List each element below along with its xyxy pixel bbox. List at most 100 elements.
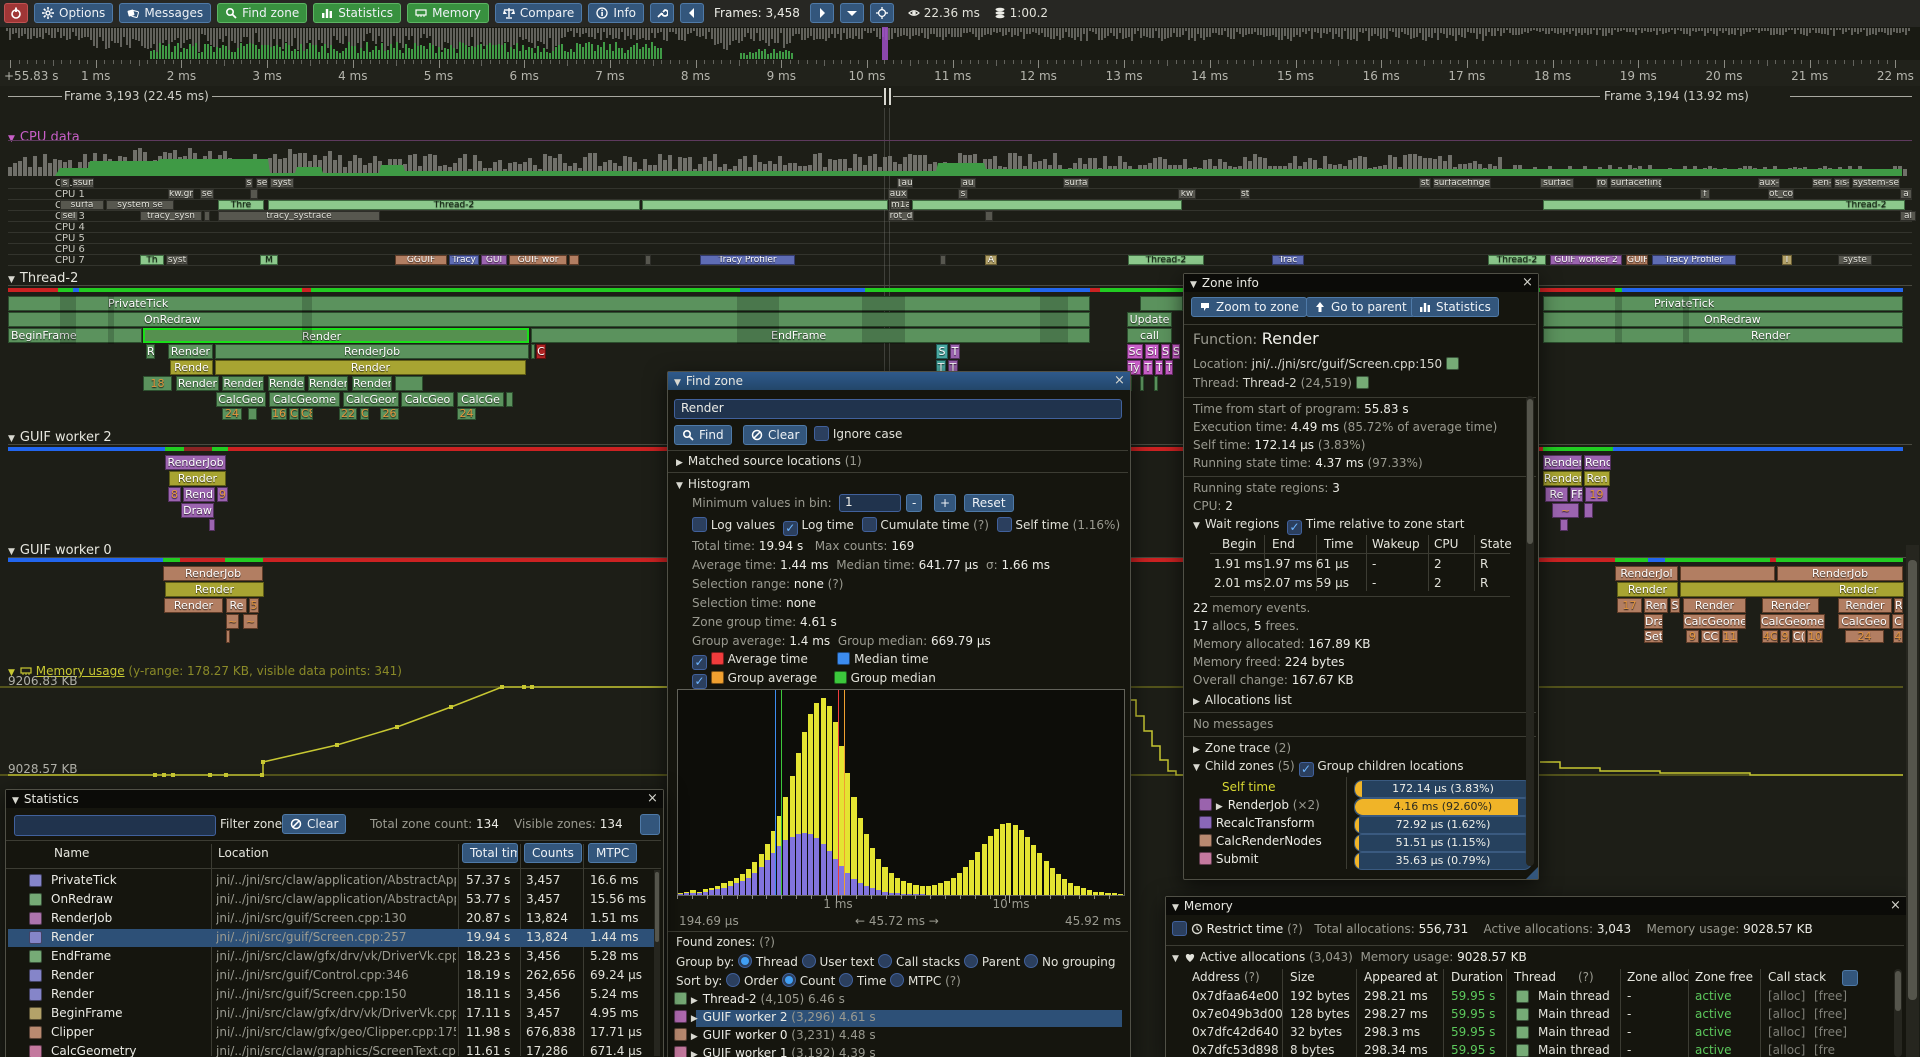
zone-chip[interactable]: Ren xyxy=(1584,471,1610,486)
zone-chip[interactable]: S xyxy=(1161,344,1170,359)
groupby-radio-parent[interactable] xyxy=(964,954,979,968)
cpu-zone-chip[interactable] xyxy=(642,200,888,210)
zone-chip[interactable]: Render xyxy=(169,471,226,486)
zone-chip[interactable]: Re xyxy=(1545,487,1568,502)
zone-chip[interactable]: Render xyxy=(164,598,223,613)
group-children-checkbox[interactable] xyxy=(1298,762,1314,777)
statistics-button[interactable]: Statistics xyxy=(313,3,402,23)
zone-chip[interactable]: Render xyxy=(1838,598,1892,613)
caret-down-icon[interactable]: ▼ xyxy=(1172,903,1179,913)
cpu-zone-chip[interactable]: se xyxy=(200,189,214,199)
cpu-zone-chip[interactable]: rol xyxy=(1596,178,1608,188)
thread-section-header-guif-worker-2[interactable]: ▼ GUIF worker 2 xyxy=(8,430,112,445)
cpu-zone-chip[interactable] xyxy=(912,200,1182,210)
zone-chip[interactable]: ~ xyxy=(1552,503,1579,518)
stats-col-location[interactable]: Location xyxy=(218,846,269,860)
zone-trace-toggle[interactable]: ▶ Zone trace (2) xyxy=(1193,741,1292,755)
zone-chip[interactable]: Draw xyxy=(181,503,214,518)
cpu-zone-chip[interactable]: al xyxy=(1900,211,1916,221)
resize-grip[interactable] xyxy=(1526,867,1538,879)
zone-chip[interactable] xyxy=(1140,376,1144,391)
zone-chip[interactable]: 24 xyxy=(457,408,476,420)
zone-chip[interactable]: 9 xyxy=(1780,630,1790,643)
zone-chip[interactable]: 4 xyxy=(1893,630,1903,643)
cpu-zone-chip[interactable]: tracy_systrace xyxy=(218,211,380,221)
cpu-zone-chip[interactable]: Thread-2 xyxy=(268,200,640,210)
stats-table-row[interactable]: EndFrame jni/../jni/src/claw/gfx/drv/vk/D… xyxy=(6,948,661,966)
zone-chip[interactable]: 26 xyxy=(380,408,399,420)
zone-chip[interactable] xyxy=(248,408,257,420)
zone-chip[interactable]: Sc xyxy=(1127,344,1143,359)
memory-usage-section-header[interactable]: ▼ Memory usage (y-range: 178.27 KB, visi… xyxy=(8,664,402,678)
show-average-checkbox[interactable] xyxy=(692,655,707,670)
groupby-radio-call-stacks[interactable] xyxy=(878,954,893,968)
mem-col-duration[interactable]: Duration xyxy=(1451,970,1504,984)
zone-chip[interactable]: RenderJob xyxy=(215,344,529,359)
zone-chip[interactable]: 9 xyxy=(217,487,228,502)
zone-chip[interactable]: BeginFrame xyxy=(8,328,142,343)
reset-button[interactable]: Reset xyxy=(964,494,1014,512)
close-icon[interactable]: × xyxy=(1890,898,1901,913)
active-allocations-header[interactable]: ▼ Active allocations (3,043) Memory usag… xyxy=(1172,950,1527,964)
memory-button[interactable]: Memory xyxy=(407,3,489,23)
zone-chip[interactable]: OnRedraw xyxy=(8,312,1090,327)
arrow-right-button[interactable] xyxy=(809,3,834,23)
zone-chip[interactable]: 4C xyxy=(1762,630,1778,643)
found-zone-group[interactable]: ▶ Thread-2 (4,105) 6.46 s xyxy=(674,992,845,1009)
zone-info-window[interactable]: ▼ Zone info × Zoom to zone Go to parent Stat… xyxy=(1183,273,1539,880)
zone-chip[interactable]: 16 xyxy=(271,408,287,420)
mem-col-appeared-at[interactable]: Appeared at xyxy=(1364,970,1438,984)
main-scrollbar[interactable] xyxy=(1906,545,1919,1057)
stats-table-row[interactable]: Clipper jni/../jni/src/claw/gfx/geo/Clipp… xyxy=(6,1024,661,1042)
cpu-zone-chip[interactable]: a xyxy=(1900,189,1912,199)
zone-chip[interactable]: call xyxy=(1127,328,1172,343)
mem-col-zone-free[interactable]: Zone free xyxy=(1695,970,1754,984)
zone-chip[interactable]: 17 xyxy=(1617,598,1642,613)
cpu-zone-chip[interactable]: syste xyxy=(1838,255,1872,265)
thread-section-header-thread-2[interactable]: ▼ Thread-2 xyxy=(8,271,79,286)
wrench-button[interactable] xyxy=(650,3,675,23)
zone-chip[interactable]: Update xyxy=(1127,312,1172,327)
zone-chip[interactable]: CalcGeo xyxy=(1838,614,1890,629)
cpu-zone-chip[interactable]: syst xyxy=(166,255,188,265)
sortby-radio-time[interactable] xyxy=(839,973,854,987)
show-group-checkbox[interactable] xyxy=(692,674,707,689)
cpu-zone-chip[interactable]: GUIF xyxy=(1626,255,1648,265)
child-zone-row[interactable]: RecalcTransform xyxy=(1199,816,1315,830)
close-icon[interactable]: × xyxy=(647,791,658,806)
zone-chip[interactable]: Render xyxy=(168,344,213,359)
cpu-zone-chip[interactable]: Th xyxy=(140,255,164,265)
allocation-table-row[interactable]: 0x7dfc53d898 8 bytes 298.34 ms 59.95 s Main … xyxy=(1192,1043,1835,1057)
zone-chip[interactable]: RenderJob xyxy=(165,455,226,470)
cpu-zone-chip[interactable]: surfa xyxy=(60,200,104,210)
mem-col-size[interactable]: Size xyxy=(1290,970,1315,984)
zone-chip[interactable]: S xyxy=(1172,344,1180,359)
zone-chip[interactable]: C xyxy=(1892,614,1904,629)
zone-chip[interactable]: Render xyxy=(215,360,526,375)
zone-info-scrollbar[interactable] xyxy=(1526,396,1534,866)
cpu-zone-chip[interactable]: sis- xyxy=(1834,178,1850,188)
child-zone-row[interactable]: Submit xyxy=(1199,852,1258,866)
groupby-radio-thread[interactable] xyxy=(738,954,753,968)
stats-col-name[interactable]: Name xyxy=(54,846,90,860)
messages-button[interactable]: Messages xyxy=(119,3,212,23)
allocation-table-row[interactable]: 0x7e049b3d00 128 bytes 298.27 ms 59.95 s Mai… xyxy=(1192,1007,1848,1021)
stats-table-row[interactable]: OnRedraw jni/../jni/src/claw/application/… xyxy=(6,891,661,909)
cpu-zone-chip[interactable]: s xyxy=(958,189,968,199)
mem-col-zone-alloc[interactable]: Zone alloc xyxy=(1627,970,1690,984)
zone-chip[interactable]: Render xyxy=(268,376,305,391)
zone-chip[interactable]: PrivateTick xyxy=(8,296,1090,311)
accumulate-button[interactable] xyxy=(640,814,660,835)
stats-table-row[interactable]: CalcGeometry jni/../jni/src/claw/graphics… xyxy=(6,1043,661,1057)
zone-chip[interactable]: 19 xyxy=(1585,487,1608,502)
cpu-zone-chip[interactable]: surfa xyxy=(1063,178,1089,188)
cpu-zone-chip[interactable]: syst xyxy=(270,178,294,188)
zone-chip[interactable]: C8 xyxy=(300,408,313,420)
groupby-radio-user-text[interactable] xyxy=(801,954,816,968)
zone-chip[interactable] xyxy=(506,392,513,407)
cpu-zone-chip[interactable]: aux xyxy=(888,189,908,199)
cpu-zone-chip[interactable] xyxy=(985,211,993,221)
found-zone-group[interactable]: ▶ GUIF worker 0 (3,231) 4.48 s xyxy=(674,1028,876,1045)
cpu-zone-chip[interactable]: st xyxy=(1240,189,1250,199)
matched-source-locations[interactable]: ▶ Matched source locations (1) xyxy=(676,454,862,468)
